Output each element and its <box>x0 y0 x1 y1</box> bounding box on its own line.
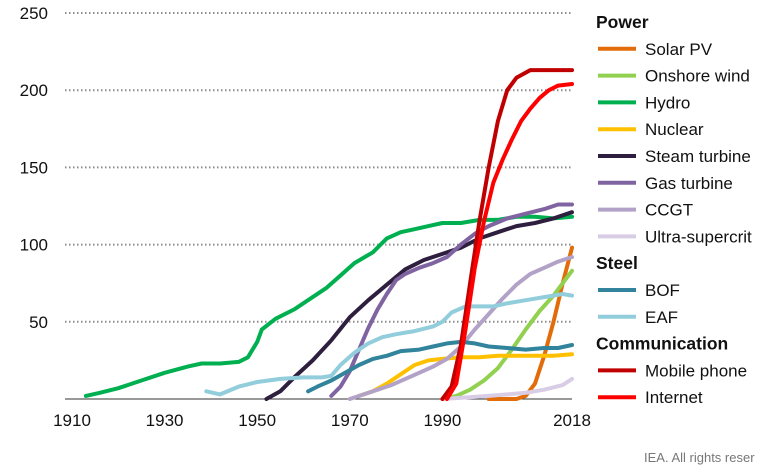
series-line-solar-pv <box>486 245 574 401</box>
y-tick-label: 200 <box>20 81 48 100</box>
series-line-gas-turbine <box>329 202 574 398</box>
legend-group-title: Steel <box>596 253 638 273</box>
grid <box>65 12 572 323</box>
y-tick-label: 100 <box>20 236 48 255</box>
series-line-bof <box>306 339 574 394</box>
series-line-internet <box>445 82 574 401</box>
legend-label-internet: Internet <box>645 388 703 407</box>
x-tick-label: 2018 <box>553 411 591 430</box>
legend-label-solar-pv: Solar PV <box>645 40 713 59</box>
y-tick-label: 50 <box>29 313 48 332</box>
legend-group-title: Power <box>596 12 649 32</box>
legend-label-gas-turbine: Gas turbine <box>645 174 733 193</box>
legend-label-mobile-phone: Mobile phone <box>645 361 747 380</box>
legend-label-steam-turbine: Steam turbine <box>645 147 751 166</box>
legend-label-ccgt: CCGT <box>645 201 693 220</box>
x-tick-label: 1990 <box>423 411 461 430</box>
credit-text: IEA. All rights reser <box>644 450 755 465</box>
y-tick-label: 250 <box>20 4 48 23</box>
y-axis: 50 100 150 200 250 <box>20 4 48 332</box>
legend: Power Solar PV Onshore wind Hydro Nuclear Ste… <box>596 12 752 407</box>
x-tick-label: 1970 <box>331 411 369 430</box>
legend-label-eaf: EAF <box>645 308 678 327</box>
plot-area <box>83 68 574 401</box>
series-line-nuclear <box>357 352 574 398</box>
series-line-eaf <box>204 292 574 397</box>
series-line-steam-turbine <box>264 210 574 401</box>
y-tick-label: 150 <box>20 158 48 177</box>
legend-label-hydro: Hydro <box>645 93 690 112</box>
legend-label-nuclear: Nuclear <box>645 120 704 139</box>
x-tick-label: 1950 <box>238 411 276 430</box>
x-tick-label: 1930 <box>146 411 184 430</box>
legend-label-ultra-supercrit: Ultra-supercrit <box>645 227 752 246</box>
legend-group-title: Communication <box>596 334 728 354</box>
x-tick-label: 1910 <box>53 411 91 430</box>
x-axis: 1910 1930 1950 1970 1990 2018 <box>53 398 591 430</box>
legend-label-onshore-wind: Onshore wind <box>645 67 750 86</box>
legend-label-bof: BOF <box>645 281 680 300</box>
series-line-ultra-supercrit <box>440 376 574 401</box>
